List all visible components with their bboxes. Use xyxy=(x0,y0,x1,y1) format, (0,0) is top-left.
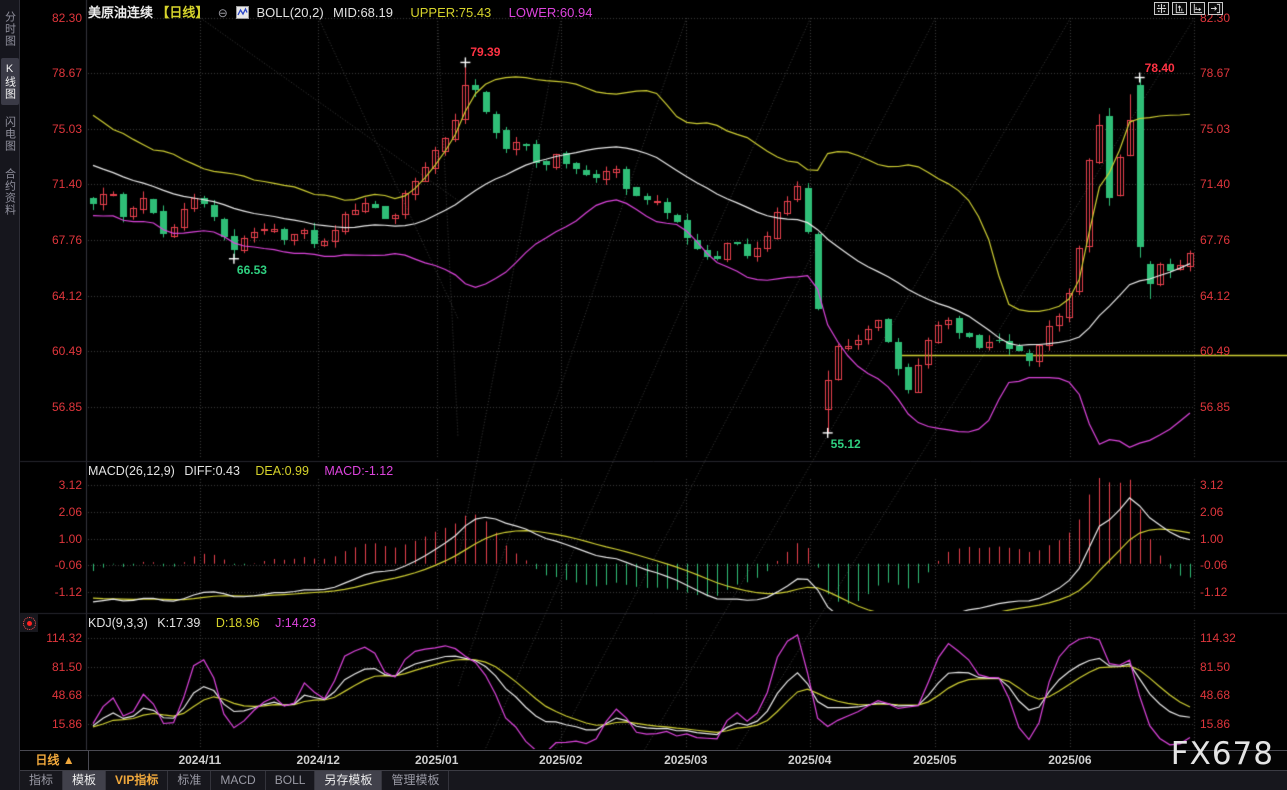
macd-pane-header: MACD(26,12,9) DIFF:0.43 DEA:0.99 MACD:-1… xyxy=(88,464,393,479)
macd-diff-value: DIFF:0.43 xyxy=(184,464,240,478)
toolbar-item-5[interactable]: MACD xyxy=(211,771,266,790)
period-dropdown-arrow: ▲ xyxy=(62,753,75,767)
chart-toolbar xyxy=(1154,2,1223,15)
x-axis-label: 2025/05 xyxy=(913,753,957,767)
macd-dea-value: DEA:0.99 xyxy=(255,464,309,478)
x-axis-label: 2025/01 xyxy=(415,753,459,767)
toolbar-item-1[interactable]: 指标 xyxy=(20,771,64,790)
macd-macd-value: MACD:-1.12 xyxy=(324,464,394,478)
indicator-chart-icon[interactable] xyxy=(236,6,250,24)
collapse-icon[interactable]: ⊖ xyxy=(217,6,228,20)
period-label: 日线 xyxy=(35,753,60,767)
sidebar-tab-4[interactable]: 合约资料 xyxy=(3,168,16,216)
x-axis-scale-icon[interactable] xyxy=(1190,2,1205,15)
x-axis-row: 日线 ▲ xyxy=(20,750,1287,770)
toolbar-item-4[interactable]: 标准 xyxy=(168,771,212,790)
symbol-name: 美原油连续 xyxy=(88,5,154,20)
x-axis-label: 2025/04 xyxy=(788,753,832,767)
boll-mid-value: MID:68.19 xyxy=(333,5,393,20)
exit-view-icon[interactable] xyxy=(1208,2,1223,15)
x-axis-label: 2025/03 xyxy=(664,753,708,767)
sidebar-tab-3[interactable]: 闪电图 xyxy=(3,116,16,152)
x-axis-label: 2024/11 xyxy=(178,753,222,767)
toolbar-item-7[interactable]: 另存模板 xyxy=(315,771,383,790)
kdj-title: KDJ(9,3,3) xyxy=(88,616,148,630)
kdj-d-value: D:18.96 xyxy=(215,616,260,630)
boll-lower-value: LOWER:60.94 xyxy=(508,5,593,20)
period-selector[interactable]: 日线 ▲ xyxy=(22,751,89,770)
x-axis-label: 2025/02 xyxy=(538,753,583,767)
boll-indicator-label: BOLL(20,2) xyxy=(256,5,324,20)
kdj-indicator-sun-icon[interactable] xyxy=(20,614,38,632)
bottom-toolbar: 指标 模板 VIP指标 标准 MACD BOLL 另存模板 管理模板 xyxy=(20,770,1287,790)
toolbar-item-3[interactable]: VIP指标 xyxy=(106,771,169,790)
toolbar-item-8[interactable]: 管理模板 xyxy=(382,771,450,790)
watermark: FX678 xyxy=(1170,736,1274,772)
chart-header: 美原油连续 【日线】 ⊖ BOLL(20,2) MID:68.19 UPPER:… xyxy=(88,4,592,22)
x-axis-label: 2024/12 xyxy=(296,753,340,767)
period-tag: 【日线】 xyxy=(156,5,209,20)
sidebar-tab-2[interactable]: K线图 xyxy=(0,58,19,105)
sidebar-tab-1[interactable]: 分时图 xyxy=(3,11,16,47)
kdj-pane-header: KDJ(9,3,3) K:17.39 D:18.96 J:14.23 xyxy=(88,616,316,631)
boll-upper-value: UPPER:75.43 xyxy=(410,5,492,20)
toolbar-item-6[interactable]: BOLL xyxy=(266,771,316,790)
chart-type-sidebar: 分时图 K线图闪电图合约资料 xyxy=(0,0,20,790)
kdj-j-value: J:14.23 xyxy=(275,616,317,630)
toolbar-item-2[interactable]: 模板 xyxy=(63,771,107,790)
pan-crosshair-icon[interactable] xyxy=(1154,2,1169,15)
y-axis-scale-icon[interactable] xyxy=(1172,2,1187,15)
macd-title: MACD(26,12,9) xyxy=(88,464,175,478)
kdj-k-value: K:17.39 xyxy=(157,616,201,630)
x-axis-label: 2025/06 xyxy=(1048,753,1092,767)
